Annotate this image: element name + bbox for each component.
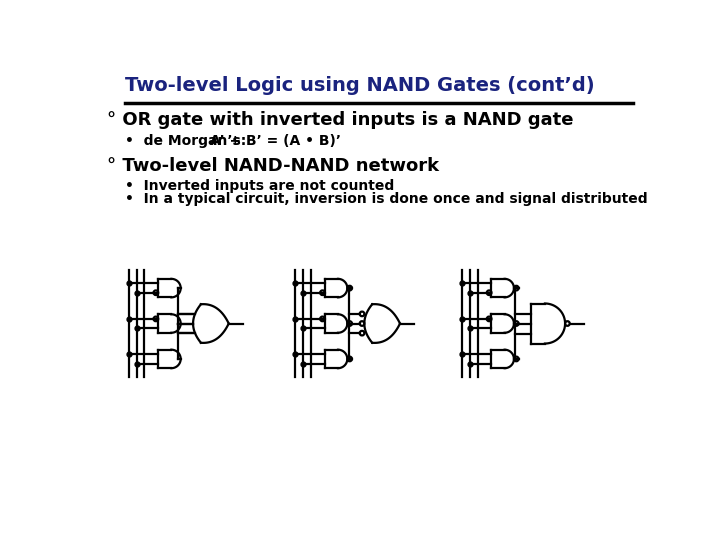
Text: A’ + B’ = (A • B)’: A’ + B’ = (A • B)’ xyxy=(210,134,341,148)
Text: •  de Morgan’s:: • de Morgan’s: xyxy=(125,134,246,148)
Text: Two-level Logic using NAND Gates (cont’d): Two-level Logic using NAND Gates (cont’d… xyxy=(125,76,595,94)
Text: •  Inverted inputs are not counted: • Inverted inputs are not counted xyxy=(125,179,394,193)
Text: ° OR gate with inverted inputs is a NAND gate: ° OR gate with inverted inputs is a NAND… xyxy=(107,111,574,129)
Text: •  In a typical circuit, inversion is done once and signal distributed: • In a typical circuit, inversion is don… xyxy=(125,192,647,206)
Text: ° Two-level NAND-NAND network: ° Two-level NAND-NAND network xyxy=(107,157,439,175)
